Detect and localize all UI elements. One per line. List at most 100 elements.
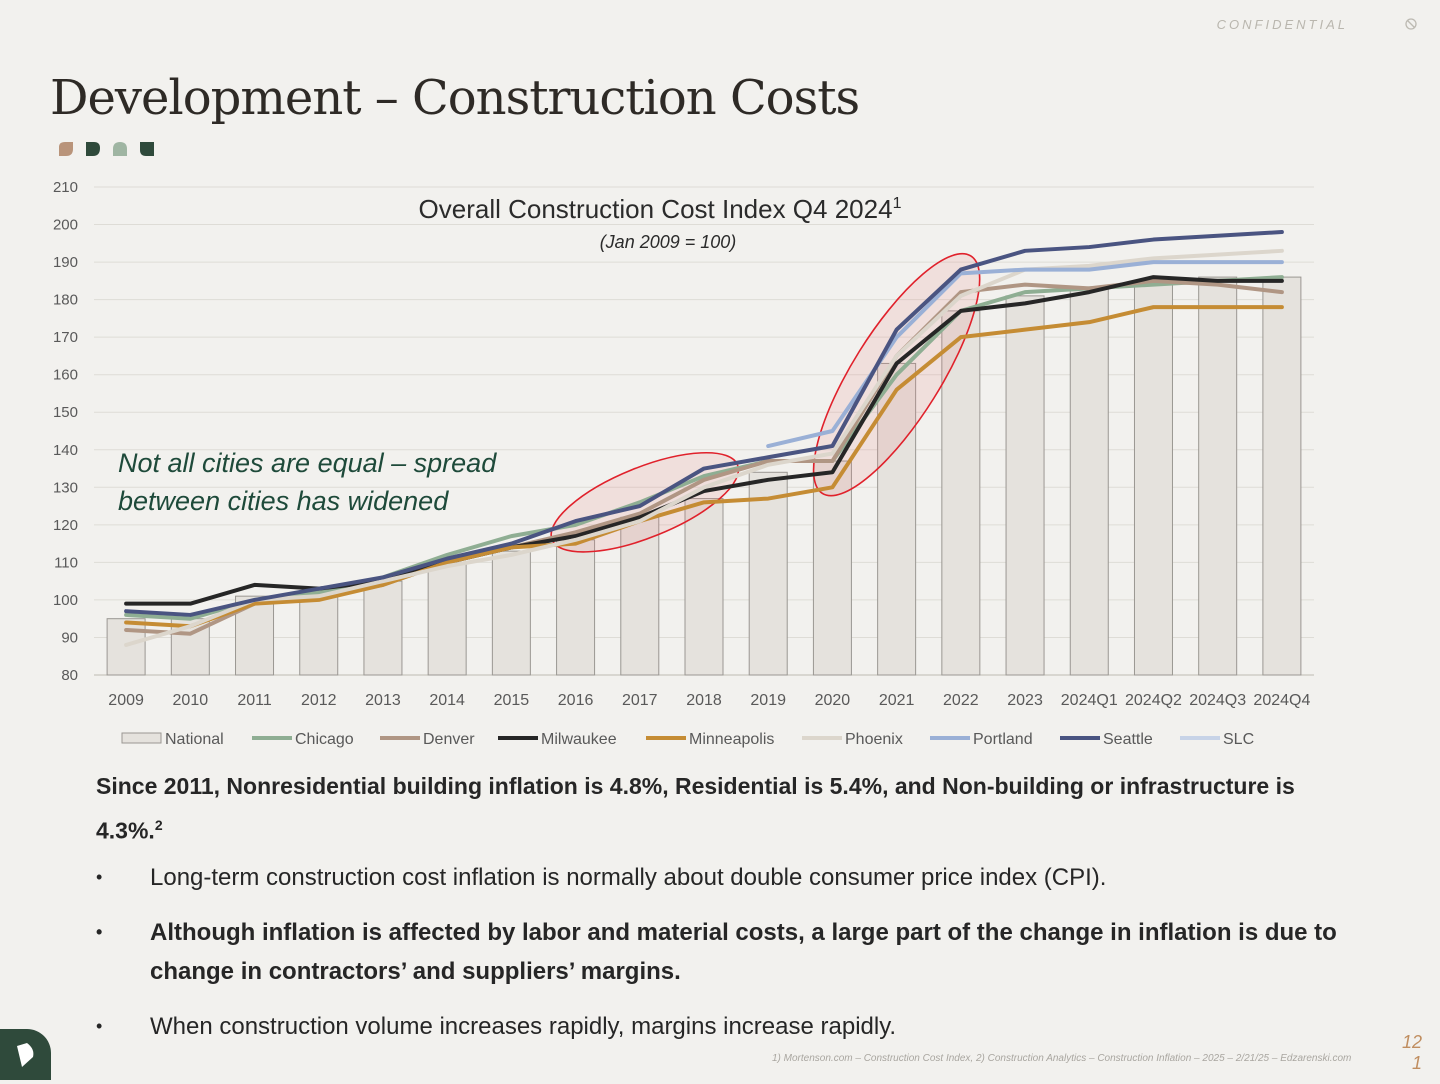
x-tick-label: 2019 [750,692,786,709]
x-tick-label: 2018 [686,692,722,709]
page-number-line: 12 [1401,1032,1422,1052]
national-bar [1069,287,1109,676]
bullet-list: • Long-term construction cost inflation i… [96,858,1366,1062]
national-bar [684,498,724,676]
chart-y-ticks: 80 90 100 110 120 130 140 150 160 170 180 190 200 210 [53,179,78,684]
chart-subtitle: (Jan 2009 = 100) [600,232,737,252]
chart-legend: National Chicago Denver Milwaukee Minneapoli… [121,731,1254,748]
x-tick-label: 2010 [173,692,209,709]
legend-label: Minneapolis [689,731,774,748]
legend-label: Seattle [1103,731,1153,748]
logo-badge [0,1029,51,1080]
bullet-dot-icon: • [96,867,103,887]
leaf-icon [140,142,154,156]
list-item: • When construction volume increases rapi… [96,1007,1366,1046]
callout-line: between cities has widened [118,486,449,516]
bullet-text: When construction volume increases rapid… [150,1013,897,1040]
series-line-seattle [124,230,1284,617]
national-bar [1198,276,1238,676]
chart-grid [94,186,1314,676]
callout-text: Not all cities are equal – spread betwee… [118,444,496,520]
leaf-icon [113,142,127,156]
bullet-text: Long-term construction cost inflation is… [150,864,1107,891]
y-tick-label: 150 [53,404,78,421]
series-line-minneapolis [124,305,1284,629]
x-tick-label: 2014 [429,692,465,709]
legend-label: Milwaukee [541,731,617,748]
legend-label: Chicago [295,731,354,748]
legend-label: Phoenix [845,731,903,748]
block-icon [1405,18,1417,30]
page-number: 12 1 [1382,1032,1422,1074]
y-tick-label: 110 [54,554,78,571]
y-tick-label: 170 [53,329,78,346]
series-line-portland [766,260,1284,449]
page-title: Development – Construction Costs [50,70,860,126]
national-bar [556,539,596,676]
leaf-icon [59,142,73,156]
national-bar [1262,276,1302,676]
x-tick-label: 2022 [943,692,979,709]
bullet-text: Although inflation is affected by labor … [150,919,1337,985]
national-bar [941,310,981,676]
leaf-icon [86,142,100,156]
confidential-label: CONFIDENTIAL [1216,17,1348,32]
y-tick-label: 200 [53,217,78,234]
national-bar [1005,295,1045,676]
x-tick-label: 2009 [108,692,144,709]
x-tick-label: 2024Q4 [1253,692,1310,709]
summary-body: Since 2011, Nonresidential building infl… [96,773,1295,844]
chart-bars [106,276,1302,676]
x-tick-label: 2016 [558,692,594,709]
callout-line: Not all cities are equal – spread [118,448,497,478]
legend-label: Denver [423,731,475,748]
x-tick-label: 2011 [237,692,272,709]
y-tick-label: 160 [53,367,78,384]
y-tick-label: 90 [61,629,78,646]
y-tick-label: 190 [53,254,78,271]
bullet-dot-icon: • [96,922,103,942]
x-tick-label: 2023 [1007,692,1043,709]
x-tick-label: 2012 [301,692,337,709]
legend-swatch [121,732,162,744]
y-tick-label: 80 [61,667,78,684]
x-tick-label: 2015 [494,692,530,709]
national-bar [299,595,339,676]
y-tick-label: 130 [53,479,78,496]
y-tick-label: 140 [53,442,78,459]
chart-lines [124,230,1284,647]
y-tick-label: 100 [53,592,78,609]
bullet-dot-icon: • [96,1016,103,1036]
x-tick-label: 2021 [879,692,915,709]
x-tick-label: 2024Q1 [1061,692,1118,709]
logo-icon [17,1043,34,1067]
chart-x-ticks: 2009 2010 2011 2012 2013 2014 2015 2016 2017 2018… [108,692,1310,709]
y-tick-label: 180 [53,292,78,309]
construction-cost-chart: 80 90 100 110 120 130 140 150 160 170 180 190 200 210… [53,179,1314,748]
series-line-phoenix [124,248,1284,647]
legend-label: Portland [973,731,1033,748]
list-item: • Long-term construction cost inflation i… [96,858,1366,897]
national-bar [620,516,660,676]
legend-label: SLC [1223,731,1254,748]
chart-title: Overall Construction Cost Index Q4 20241 [419,194,902,224]
y-tick-label: 120 [53,517,78,534]
x-tick-label: 2020 [815,692,851,709]
national-bar [748,471,788,676]
summary-text: Since 2011, Nonresidential building infl… [96,767,1356,851]
legend-label: National [165,731,224,748]
list-item: • Although inflation is affected by labor… [96,913,1366,991]
footnote: 1) Mortenson.com – Construction Cost Ind… [772,1053,1352,1064]
x-tick-label: 2017 [622,692,658,709]
national-bar [812,460,852,676]
x-tick-label: 2024Q2 [1125,692,1182,709]
national-bar [491,550,531,676]
national-bar [427,561,467,676]
national-bar [1133,280,1173,676]
summary-footnote-mark: 2 [154,817,163,833]
national-bar [363,580,403,676]
y-tick-label: 210 [53,179,78,196]
x-tick-label: 2013 [365,692,401,709]
x-tick-label: 2024Q3 [1189,692,1246,709]
page-number-line: 1 [1411,1053,1422,1073]
